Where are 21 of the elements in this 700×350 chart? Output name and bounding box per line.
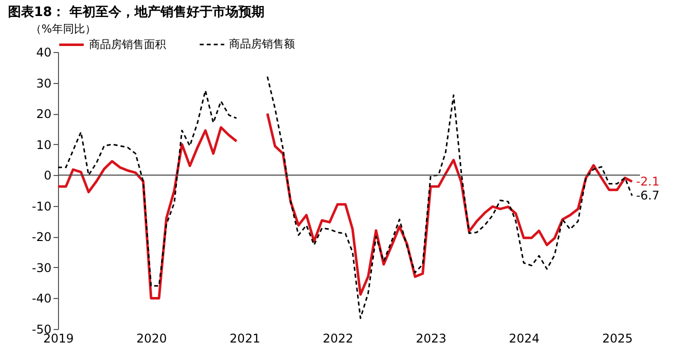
- y-tick-label: 10: [36, 138, 52, 152]
- y-tick-label: 30: [36, 76, 52, 90]
- y-tick-label: -10: [32, 199, 52, 214]
- y-tick-label: -30: [32, 260, 52, 275]
- y-tick-label: -40: [32, 292, 52, 306]
- x-tick-label: 2024: [508, 332, 540, 346]
- y-axis-title: （%年同比）: [30, 22, 96, 36]
- x-tick-label: 2021: [230, 332, 260, 346]
- data-label: -2.1: [636, 174, 660, 189]
- legend-label: 商品房销售面积: [89, 38, 166, 51]
- y-tick-label: 40: [36, 46, 52, 60]
- x-tick-label: 2022: [322, 332, 354, 346]
- x-tick-label: 2020: [136, 332, 167, 346]
- y-tick-label: -20: [32, 230, 52, 244]
- legend-label: 商品房销售额: [229, 38, 295, 50]
- y-tick-label: 20: [36, 107, 52, 122]
- x-tick-label: 2023: [416, 332, 446, 346]
- data-label: -6.7: [636, 188, 660, 203]
- y-tick-label: 0: [44, 168, 52, 183]
- chart-title: 图表18： 年初至今，地产销售好于市场预期: [8, 4, 265, 20]
- x-tick-label: 2025: [602, 332, 633, 346]
